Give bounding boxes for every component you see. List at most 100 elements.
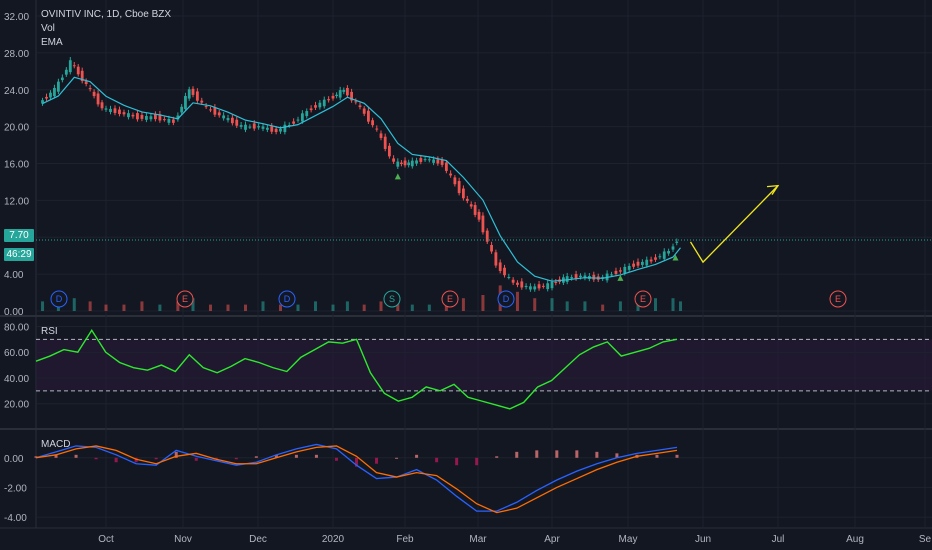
candle-body: [490, 245, 493, 252]
candle-body: [503, 267, 506, 276]
candle-body: [209, 109, 212, 111]
candle-body: [640, 261, 644, 265]
event-circle: [441, 290, 459, 308]
event-circle: [278, 290, 296, 308]
macd-histogram-bar: [495, 456, 499, 458]
candle-body: [419, 158, 423, 162]
volume-bar: [296, 304, 300, 311]
candle-body: [477, 211, 481, 220]
y-tick-label: 4.00: [4, 270, 24, 281]
candle-body: [244, 124, 247, 130]
event-circle: [383, 290, 401, 308]
event-marker-dividend[interactable]: D: [497, 290, 515, 308]
event-circle: [829, 290, 847, 308]
event-label: E: [447, 294, 453, 304]
candle-body: [671, 246, 675, 250]
macd-histogram-bar: [475, 457, 479, 466]
volume-bar: [331, 304, 335, 311]
x-tick-label: Feb: [396, 534, 414, 545]
candle-body: [462, 188, 465, 199]
event-circle: [497, 290, 515, 308]
annotation-arrow-head: [766, 184, 780, 195]
candle-body: [358, 105, 362, 108]
candle-body: [274, 128, 278, 133]
macd-histogram-bar: [535, 450, 539, 458]
event-marker-earnings[interactable]: E: [441, 290, 459, 308]
candle-body: [213, 107, 217, 115]
candle-body: [537, 284, 541, 289]
candle-body: [396, 161, 400, 167]
event-marker-earnings[interactable]: E: [176, 290, 194, 308]
event-marker-split[interactable]: S: [383, 290, 401, 308]
candle-body: [354, 101, 358, 103]
x-tick-label: Nov: [174, 534, 192, 545]
candle-body: [49, 92, 52, 98]
candle-body: [327, 99, 331, 101]
candle-body: [583, 275, 587, 278]
candle-body: [675, 241, 679, 243]
candle-body: [154, 114, 157, 120]
macd-histogram-bar: [94, 457, 98, 460]
x-tick-label: Se: [919, 534, 932, 545]
candle-body: [287, 124, 291, 126]
candle-body: [485, 230, 489, 242]
candle-body: [371, 120, 374, 126]
candle-body: [104, 108, 108, 110]
macd-histogram-bar: [575, 450, 579, 458]
event-marker-earnings[interactable]: E: [829, 290, 847, 308]
candle-body: [41, 100, 44, 104]
rsi-y-tick-label: 40.00: [4, 374, 29, 385]
candle-body: [136, 113, 139, 120]
volume-bar: [226, 304, 230, 311]
volume-bar: [176, 301, 180, 311]
event-marker-earnings[interactable]: E: [634, 290, 652, 308]
volume-bar: [481, 295, 485, 311]
candle-body: [318, 102, 322, 108]
macd-histogram-bar: [455, 457, 459, 466]
event-marker-dividend[interactable]: D: [278, 290, 296, 308]
candle-body: [217, 112, 221, 116]
candle-body: [632, 263, 635, 267]
volume-bar: [244, 304, 247, 311]
volume-bar: [261, 301, 265, 311]
event-marker-dividend[interactable]: D: [50, 290, 68, 308]
candle-body: [403, 160, 407, 166]
event-label: D: [284, 294, 291, 304]
candle-body: [331, 95, 335, 99]
candle-body: [623, 266, 627, 274]
candle-body: [131, 114, 135, 117]
candle-body: [72, 65, 76, 67]
candle-body: [226, 118, 230, 121]
macd-histogram-bar: [595, 451, 599, 458]
macd-histogram-bar: [555, 450, 559, 458]
candle-body: [410, 160, 414, 167]
volume-bar: [41, 301, 45, 311]
candle-body: [88, 88, 92, 90]
candle-body: [96, 93, 100, 105]
candle-body: [57, 81, 60, 92]
x-tick-label: 2020: [322, 534, 345, 545]
macd-histogram-bar: [355, 457, 358, 467]
volume-bar: [314, 301, 317, 311]
candle-body: [592, 274, 596, 280]
candle-body: [533, 286, 537, 290]
candle-body: [118, 109, 121, 115]
candle-body: [167, 119, 171, 123]
candle-body: [436, 159, 440, 164]
candle-body: [140, 114, 144, 119]
macd-legend: MACD: [41, 439, 71, 450]
candle-body: [305, 111, 309, 117]
macd-histogram-bar: [615, 453, 619, 458]
y-tick-label: 16.00: [4, 160, 29, 171]
candle-body: [60, 77, 64, 81]
volume-bar: [533, 298, 537, 311]
volume-bar: [379, 301, 383, 311]
event-label: E: [835, 294, 841, 304]
candle-body: [158, 114, 162, 121]
volume-legend: Vol: [41, 23, 55, 34]
candle-body: [449, 173, 453, 176]
volume-bar: [345, 301, 349, 311]
candle-body: [180, 106, 184, 113]
